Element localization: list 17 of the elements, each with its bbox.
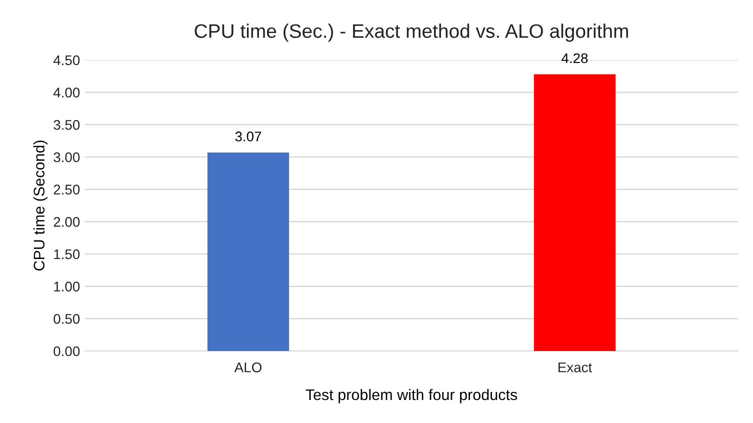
- data-label: 3.07: [235, 132, 262, 142]
- y-tick-label: 3.00: [54, 152, 80, 162]
- data-label: 4.28: [562, 53, 588, 64]
- y-tick-label: 2.00: [54, 217, 80, 227]
- x-tick-label: ALO: [234, 362, 262, 372]
- x-tick-label: Exact: [558, 362, 592, 372]
- y-tick-label: 1.00: [54, 282, 80, 292]
- y-tick-label: 0.50: [54, 314, 80, 324]
- x-axis-title: Test problem with four products: [306, 388, 518, 404]
- chart-title: CPU time (Sec.) - Exact method vs. ALO algorithm: [194, 24, 628, 42]
- y-tick-label: 0.00: [54, 346, 80, 356]
- y-tick-label: 4.50: [53, 55, 80, 66]
- y-tick-label: 1.50: [54, 249, 80, 260]
- y-tick-label: 4.00: [53, 88, 80, 98]
- y-axis-title: CPU time (Second): [33, 140, 48, 271]
- y-tick-label: 2.50: [54, 184, 80, 195]
- y-tick-label: 3.50: [54, 120, 80, 130]
